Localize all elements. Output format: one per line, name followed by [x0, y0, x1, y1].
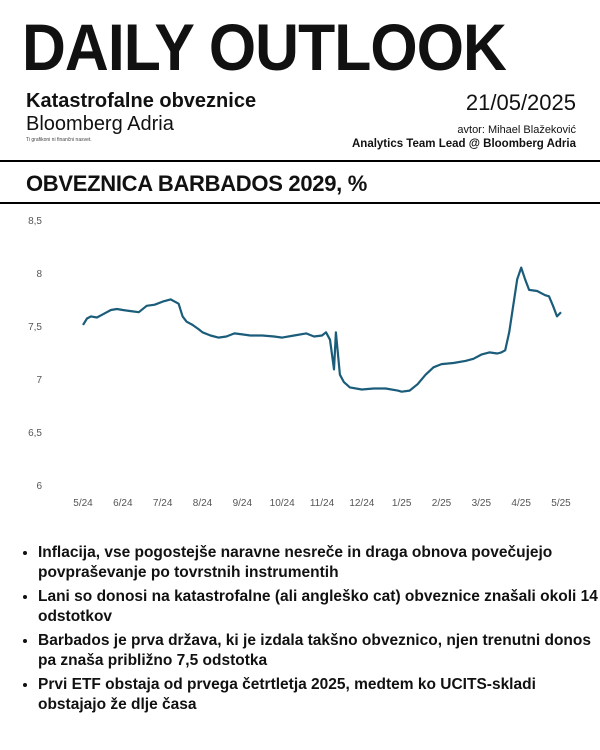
x-tick-label: 6/24	[113, 498, 133, 509]
y-tick-label: 6,5	[28, 428, 42, 439]
x-tick-label: 11/24	[310, 498, 335, 509]
x-tick-label: 5/25	[551, 498, 571, 509]
y-tick-label: 6	[36, 481, 42, 492]
publish-date: 21/05/2025	[465, 90, 576, 115]
chart-title: OBVEZNICA BARBADOS 2029, %	[26, 171, 368, 196]
bullet-item: Lani so donosi na katastrofalne (ali ang…	[38, 587, 600, 627]
series-line	[82, 266, 562, 393]
x-tick-label: 9/24	[233, 498, 253, 509]
topic-title: Katastrofalne obveznice	[26, 90, 257, 112]
y-tick-label: 7	[36, 375, 42, 386]
x-tick-label: 3/25	[472, 498, 492, 509]
x-tick-label: 10/24	[270, 498, 295, 509]
author-name: avtor: Mihael Blažeković	[457, 124, 576, 136]
bullet-item: Prvi ETF obstaja od prvega četrtletja 20…	[38, 675, 600, 715]
x-tick-label: 5/24	[73, 498, 93, 509]
y-tick-label: 8	[36, 269, 42, 280]
x-tick-label: 4/25	[511, 498, 531, 509]
publisher-name: Bloomberg Adria	[26, 113, 174, 135]
y-tick-label: 7,5	[28, 322, 42, 333]
bullet-item: Inflacija, vse pogostejše naravne nesreč…	[38, 543, 600, 583]
bullet-item: Barbados je prva država, ki je izdala ta…	[38, 631, 600, 671]
x-axis: 5/24 6/24 7/24 8/24 9/24 10/24 11/24 12/24 1/25 2…	[73, 498, 571, 509]
line-chart: 8,5 8 7,5 7 6,5 6 5/24 6/24 7/24 8/24 9/24 10/24 11…	[28, 216, 571, 509]
page-title: DAILY OUTLOOK	[22, 10, 507, 84]
x-tick-label: 8/24	[193, 498, 213, 509]
chart-title-divider	[0, 202, 600, 204]
x-tick-label: 7/24	[153, 498, 173, 509]
x-tick-label: 2/25	[432, 498, 452, 509]
y-tick-label: 8,5	[28, 216, 42, 227]
x-tick-label: 1/25	[392, 498, 412, 509]
author-role: Analytics Team Lead @ Bloomberg Adria	[351, 138, 576, 150]
disclaimer-note: Ti grafikoni ni finančni nasvet.	[26, 137, 92, 143]
header-divider	[0, 160, 600, 162]
bullet-list: Inflacija, vse pogostejše naravne nesreč…	[18, 543, 600, 719]
y-axis: 8,5 8 7,5 7 6,5 6	[28, 216, 42, 492]
x-tick-label: 12/24	[349, 498, 374, 509]
